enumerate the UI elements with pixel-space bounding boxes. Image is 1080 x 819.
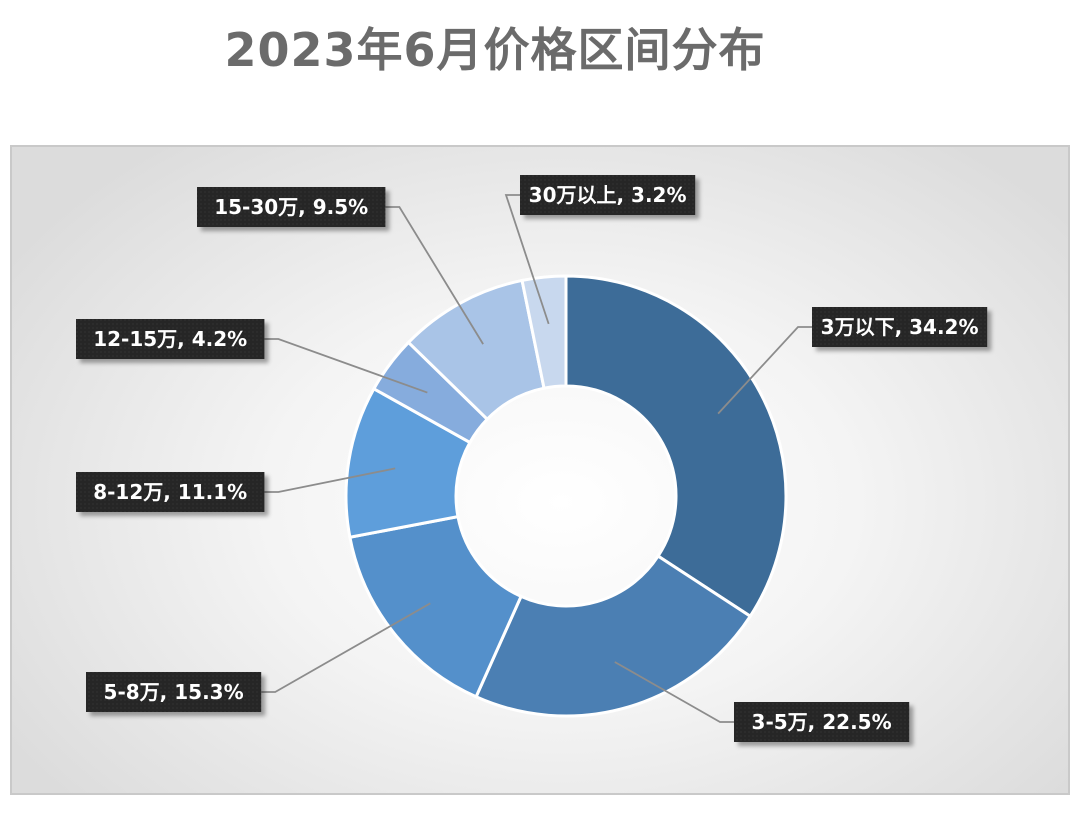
data-label-text-1: 3-5万, 22.5% (752, 710, 892, 734)
data-label-text-6: 30万以上, 3.2% (529, 183, 687, 207)
data-label-1: 3-5万, 22.5% (734, 702, 910, 742)
leader-line-1 (614, 661, 734, 723)
data-label-box-3 (76, 472, 265, 512)
data-label-box-6 (520, 175, 696, 215)
data-label-text-4: 12-15万, 4.2% (93, 327, 247, 351)
data-label-text-3: 8-12万, 11.1% (93, 480, 247, 504)
data-label-text-5: 15-30万, 9.5% (214, 195, 368, 219)
donut-slice-1 (474, 554, 753, 718)
data-label-text-2: 5-8万, 15.3% (104, 680, 244, 704)
leader-line-4 (264, 338, 428, 394)
leader-line-3 (264, 467, 396, 493)
chart-title: 2023年6月价格区间分布 (224, 23, 766, 77)
data-label-text-0: 3万以下, 34.2% (821, 315, 979, 339)
data-label-box-1 (734, 702, 910, 742)
data-label-2: 5-8万, 15.3% (86, 672, 262, 712)
data-label-4: 12-15万, 4.2% (76, 319, 265, 359)
donut-slice-2 (348, 514, 524, 699)
leader-line-0 (717, 326, 812, 415)
leader-line-5 (385, 206, 484, 345)
chart-area: 3万以下, 34.2% 3-5万, 22.5% 5-8万, 15.3% 8-12万, … (10, 145, 1070, 795)
leader-line-6 (504, 194, 550, 325)
donut-chart: 3万以下, 34.2% 3-5万, 22.5% 5-8万, 15.3% 8-12万, … (76, 175, 988, 742)
data-label-box-0 (812, 307, 988, 347)
data-label-6: 30万以上, 3.2% (520, 175, 696, 215)
data-label-0: 3万以下, 34.2% (812, 307, 988, 347)
data-label-box-4 (76, 319, 265, 359)
data-label-box-5 (197, 187, 386, 227)
donut-slice-6 (520, 274, 568, 390)
data-label-3: 8-12万, 11.1% (76, 472, 265, 512)
leader-line-2 (261, 602, 431, 693)
donut-slice-0 (564, 274, 788, 619)
data-label-5: 15-30万, 9.5% (197, 187, 386, 227)
data-label-box-2 (86, 672, 262, 712)
